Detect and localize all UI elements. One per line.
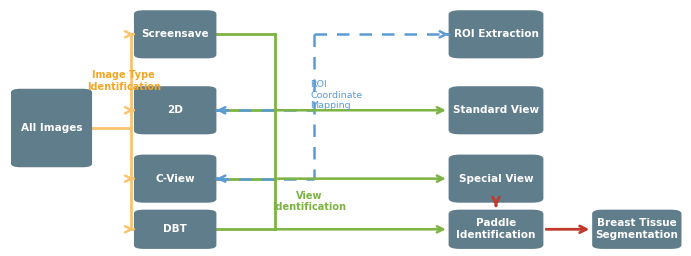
FancyBboxPatch shape [134,210,216,249]
Text: ROI
Coordinate
Mapping: ROI Coordinate Mapping [310,80,363,110]
Text: All Images: All Images [21,123,82,133]
Text: Image Type
Identification: Image Type Identification [86,70,161,92]
Text: Special View: Special View [459,174,533,184]
FancyBboxPatch shape [448,210,543,249]
FancyBboxPatch shape [11,89,92,167]
FancyBboxPatch shape [134,155,216,203]
FancyBboxPatch shape [592,210,681,249]
Text: C-View: C-View [155,174,195,184]
Text: 2D: 2D [167,105,183,115]
Text: ROI Extraction: ROI Extraction [453,29,538,39]
FancyBboxPatch shape [134,10,216,58]
FancyBboxPatch shape [134,86,216,134]
Text: Standard View: Standard View [453,105,539,115]
Text: Breast Tissue
Segmentation: Breast Tissue Segmentation [596,218,679,240]
Text: View
Identification: View Identification [272,191,346,212]
Text: Paddle
Identification: Paddle Identification [456,218,536,240]
Text: DBT: DBT [163,224,187,234]
FancyBboxPatch shape [448,10,543,58]
FancyBboxPatch shape [448,155,543,203]
Text: Screensave: Screensave [142,29,209,39]
FancyBboxPatch shape [448,86,543,134]
